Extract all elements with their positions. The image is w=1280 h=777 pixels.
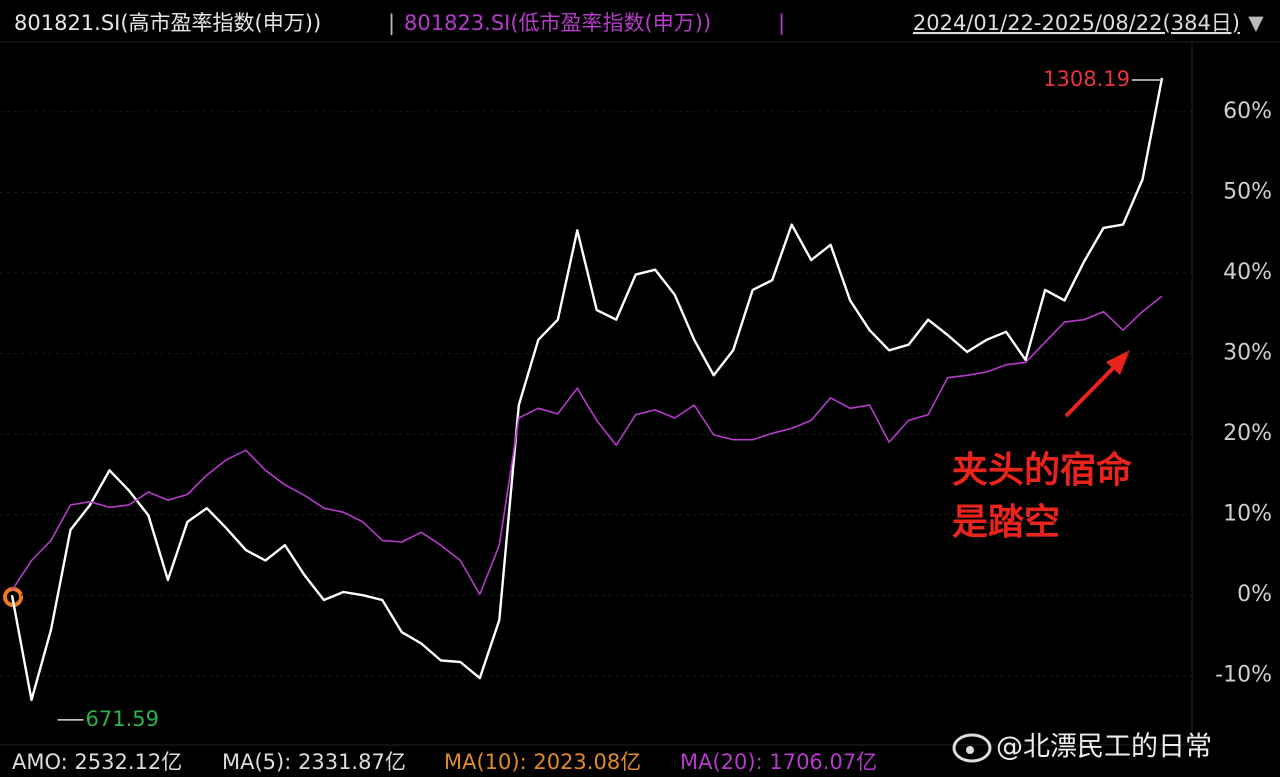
ma5: MA(5): 2331.87亿 (222, 750, 406, 774)
ma20: MA(20): 1706.07亿 (680, 750, 877, 774)
legend-high-pe[interactable]: 801821.SI(高市盈率指数(申万)) (14, 11, 321, 35)
watermark-icon (952, 733, 992, 763)
series-line (10, 77, 1164, 702)
separator: | (778, 11, 785, 36)
watermark-icon-shape (952, 733, 992, 763)
y-tick-label: 30% (1223, 341, 1272, 366)
y-tick-label: 10% (1223, 502, 1272, 527)
series-line (11, 295, 1163, 596)
min-label: 671.59 (85, 707, 158, 731)
legend-low-pe[interactable]: 801823.SI(低市盈率指数(申万)) (404, 11, 711, 35)
separator: | (388, 11, 395, 36)
watermark-icon-dot (966, 746, 974, 754)
date-range[interactable]: 2024/01/22-2025/08/22(384日) (913, 11, 1240, 35)
max-label: 1308.19 (1043, 67, 1130, 91)
annotation-text: 是踏空 (952, 502, 1060, 543)
dropdown-icon[interactable]: ▼ (1248, 11, 1264, 35)
y-tick-label: 20% (1223, 421, 1272, 446)
y-tick-label: 0% (1237, 582, 1272, 607)
ma10: MA(10): 2023.08亿 (444, 750, 641, 774)
annotation-text: 夹头的宿命 (952, 449, 1132, 491)
annotation-arrowhead (1106, 350, 1130, 375)
y-tick-label: 50% (1223, 179, 1272, 204)
y-tick-label: -10% (1215, 663, 1272, 688)
y-tick-label: 40% (1223, 260, 1272, 285)
amo: AMO: 2532.12亿 (12, 750, 182, 774)
y-tick-label: 60% (1223, 99, 1272, 124)
watermark: @北漂民工的日常 (996, 732, 1212, 763)
